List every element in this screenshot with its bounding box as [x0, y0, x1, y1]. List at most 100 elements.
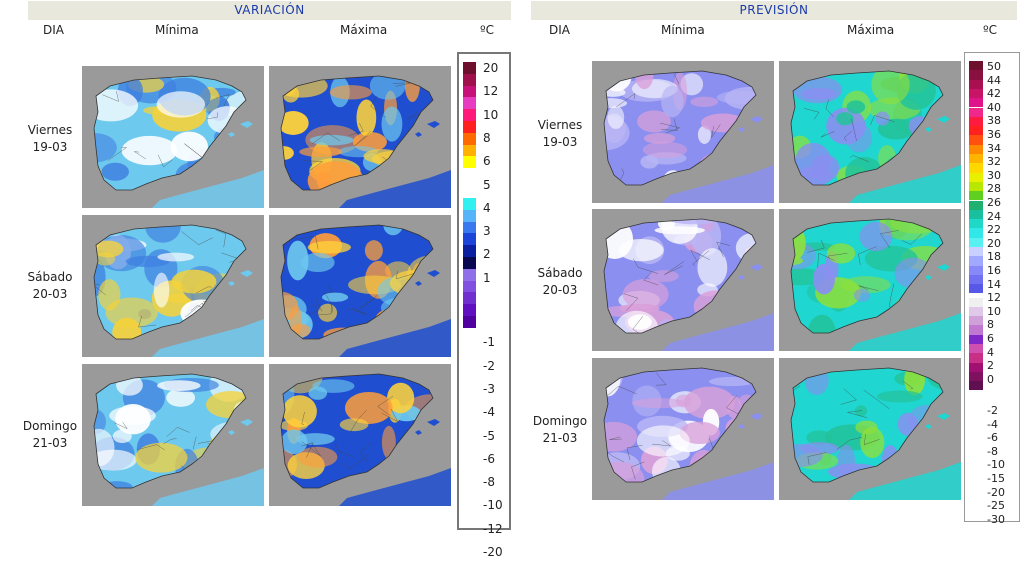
legend-swatch: [969, 297, 983, 307]
legend-label: 26: [987, 196, 1001, 209]
legend-swatch: [969, 200, 983, 210]
legend-label: 10: [483, 107, 499, 122]
day-date: 19-03: [32, 140, 68, 154]
legend-swatch: [969, 61, 983, 71]
day-name: Viernes: [537, 118, 583, 132]
legend-label: 38: [987, 114, 1001, 128]
left-day-3: Domingo 21-03: [20, 418, 80, 452]
legend-swatch: [969, 209, 983, 220]
legend-label: 24: [987, 209, 1001, 223]
legend-label: -2: [483, 358, 495, 373]
legend-swatch: [463, 292, 476, 305]
right-col-max: Máxima: [847, 23, 895, 37]
legend-label: 18: [987, 250, 1001, 264]
legend-swatch: [463, 233, 476, 246]
legend-swatch: [969, 219, 983, 229]
legend-swatch: [463, 144, 476, 157]
map-variation-min-day3: [82, 364, 264, 506]
legend-swatch: [969, 107, 983, 117]
legend-label: 42: [987, 87, 1001, 101]
legend-swatch: [969, 334, 983, 344]
legend-swatch: [969, 163, 983, 173]
legend-swatch: [969, 362, 983, 372]
day-date: 21-03: [542, 431, 578, 445]
map-forecast-max-day2: [779, 209, 961, 351]
right-day-3: Domingo 21-03: [530, 413, 590, 447]
variation-legend: 20 12 10 8 6 5 4 3 2 1 -1 -2 -3 -4 -5 -6 -8 -10 -12 -20: [457, 52, 511, 558]
map-variation-min-day2: [82, 215, 264, 357]
left-col-min: Mínima: [155, 23, 199, 37]
legend-swatch: [969, 344, 983, 354]
legend-label: 2: [483, 247, 491, 262]
legend-swatch: [463, 73, 476, 86]
legend-label: 0: [987, 372, 994, 386]
legend-label: 4: [987, 345, 994, 359]
legend-swatch: [969, 274, 983, 285]
legend-swatch: [463, 109, 476, 121]
day-name: Sábado: [537, 266, 583, 280]
legend-label: 12: [987, 291, 1001, 305]
legend-label: -3: [483, 381, 495, 396]
legend-label: -8: [987, 444, 998, 458]
right-day-1: Viernes 19-03: [530, 117, 590, 151]
legend-label: -20: [987, 485, 1005, 499]
legend-swatch: [463, 85, 476, 98]
left-col-max: Máxima: [340, 23, 388, 37]
forecast-legend: 50 44 42 40 38 36 34 32 30 28 26 24 22 20 18 16 14 12 10 8 6…: [964, 52, 1020, 525]
legend-label: 6: [483, 154, 491, 169]
map-forecast-min-day2: [592, 209, 774, 351]
legend-swatch: [969, 284, 983, 294]
day-name: Viernes: [27, 123, 73, 137]
legend-swatch: [463, 156, 476, 169]
legend-label: 20: [987, 236, 1001, 250]
day-name: Domingo: [22, 419, 78, 433]
legend-swatch: [969, 325, 983, 335]
legend-swatch: [969, 144, 983, 154]
legend-swatch: [969, 237, 983, 247]
left-col-unit: ºC: [480, 23, 495, 37]
right-col-min: Mínima: [661, 23, 705, 37]
map-variation-min-day1: [82, 66, 264, 208]
legend-label: -25: [987, 499, 1005, 513]
legend-swatch: [969, 135, 983, 145]
legend-label: -20: [483, 545, 503, 559]
right-col-dia: DIA: [549, 23, 570, 37]
legend-swatch: [969, 353, 983, 363]
legend-label: -6: [987, 431, 998, 445]
day-date: 19-03: [542, 135, 578, 149]
legend-swatch: [969, 116, 983, 127]
map-variation-max-day2: [269, 215, 451, 357]
legend-swatch: [463, 316, 476, 328]
legend-label: 20: [483, 61, 499, 75]
day-date: 20-03: [32, 287, 68, 301]
legend-label: 1: [483, 270, 491, 285]
legend-label: -4: [483, 405, 495, 420]
legend-label: -15: [987, 472, 1005, 485]
legend-swatch: [969, 306, 983, 317]
variation-header: VARIACIÓN: [28, 1, 511, 20]
legend-swatch: [969, 247, 983, 257]
legend-swatch: [969, 316, 983, 326]
legend-swatch: [463, 209, 476, 222]
day-name: Sábado: [27, 270, 73, 284]
legend-label: -8: [483, 475, 495, 490]
left-day-2: Sábado 20-03: [20, 269, 80, 303]
legend-swatch: [463, 121, 476, 133]
day-date: 20-03: [542, 283, 578, 297]
map-variation-max-day1: [269, 66, 451, 208]
legend-swatch: [463, 245, 476, 257]
legend-swatch: [969, 172, 983, 182]
legend-swatch: [463, 97, 476, 110]
legend-swatch: [969, 98, 983, 108]
map-forecast-min-day1: [592, 61, 774, 203]
legend-label: -4: [987, 417, 998, 431]
map-forecast-min-day3: [592, 358, 774, 500]
legend-swatch: [463, 257, 476, 269]
map-variation-max-day3: [269, 364, 451, 506]
legend-label: 34: [987, 141, 1001, 155]
legend-label: 4: [483, 200, 491, 215]
legend-label: 40: [987, 100, 1001, 114]
legend-label: 30: [987, 168, 1001, 182]
legend-label: 10: [987, 304, 1001, 318]
forecast-header: PREVISIÓN: [531, 1, 1017, 20]
